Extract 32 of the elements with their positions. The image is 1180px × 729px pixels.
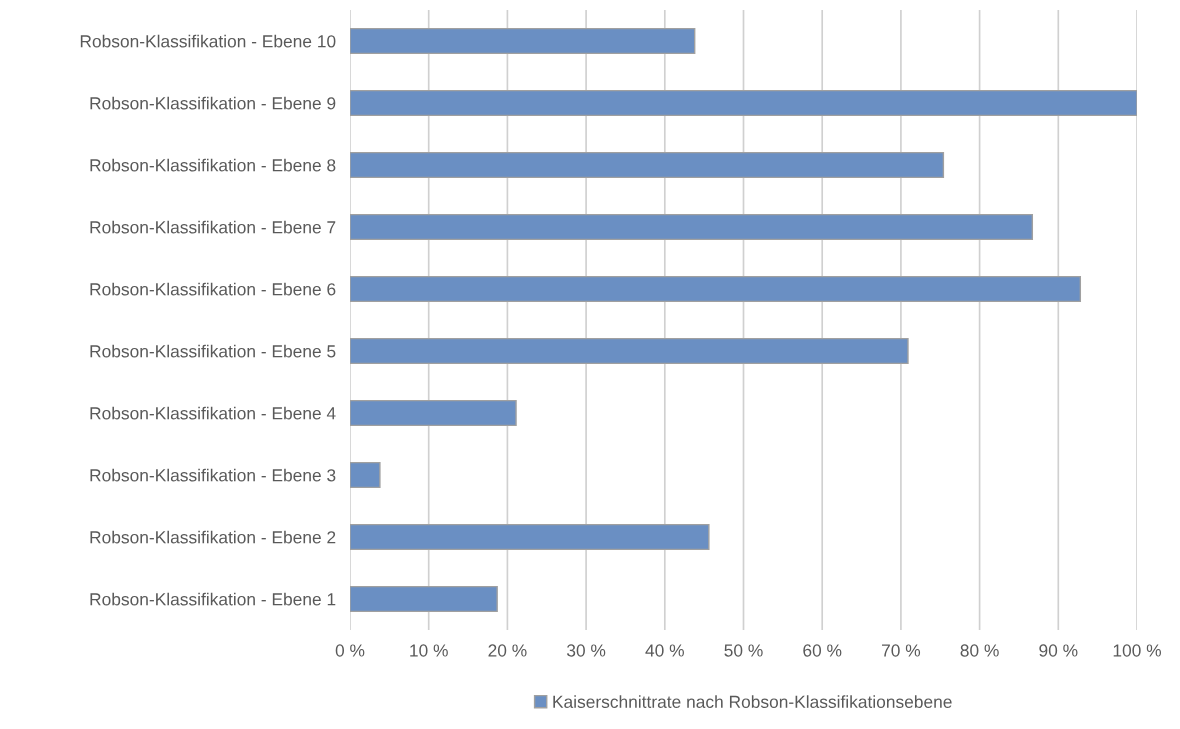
bar (350, 523, 710, 551)
y-tick-label: Robson-Klassifikation - Ebene 7 (90, 220, 336, 234)
y-tick-label: Robson-Klassifikation - Ebene 1 (90, 592, 336, 606)
bar (350, 27, 696, 55)
bar (350, 461, 381, 489)
y-tick-label: Robson-Klassifikation - Ebene 8 (90, 158, 336, 172)
y-tick-label: Robson-Klassifikation - Ebene 5 (90, 344, 336, 358)
x-tick-label: 0 % (335, 644, 365, 657)
y-tick-label: Robson-Klassifikation - Ebene 3 (90, 468, 336, 482)
bar (350, 399, 517, 427)
x-tick-label: 30 % (566, 644, 606, 657)
x-tick-label: 60 % (803, 644, 842, 657)
x-tick-label: 90 % (1039, 644, 1078, 657)
x-tick-label: 70 % (882, 644, 921, 657)
x-tick-label: 100 % (1113, 644, 1161, 657)
bar (350, 275, 1082, 303)
y-tick-label: Robson-Klassifikation - Ebene 4 (90, 406, 336, 420)
x-tick-label: 20 % (488, 644, 527, 657)
y-tick-label: Robson-Klassifikation - Ebene 9 (90, 96, 336, 110)
legend-label: Kaiserschnittrate nach Robson-Klassifikationsebene (553, 695, 952, 708)
y-tick-label: Robson-Klassifikation - Ebene 6 (90, 282, 336, 296)
bar (350, 213, 1034, 241)
y-tick-label: Robson-Klassifikation - Ebene 10 (80, 34, 336, 48)
bar (350, 337, 909, 365)
bar (350, 89, 1137, 117)
x-tick-label: 50 % (724, 644, 763, 657)
x-tick-label: 40 % (645, 644, 684, 657)
x-tick-label: 10 % (410, 644, 448, 657)
y-tick-label: Robson-Klassifikation - Ebene 2 (90, 530, 336, 544)
bar (350, 585, 498, 613)
bar (350, 151, 945, 179)
x-tick-label: 80 % (960, 644, 999, 657)
